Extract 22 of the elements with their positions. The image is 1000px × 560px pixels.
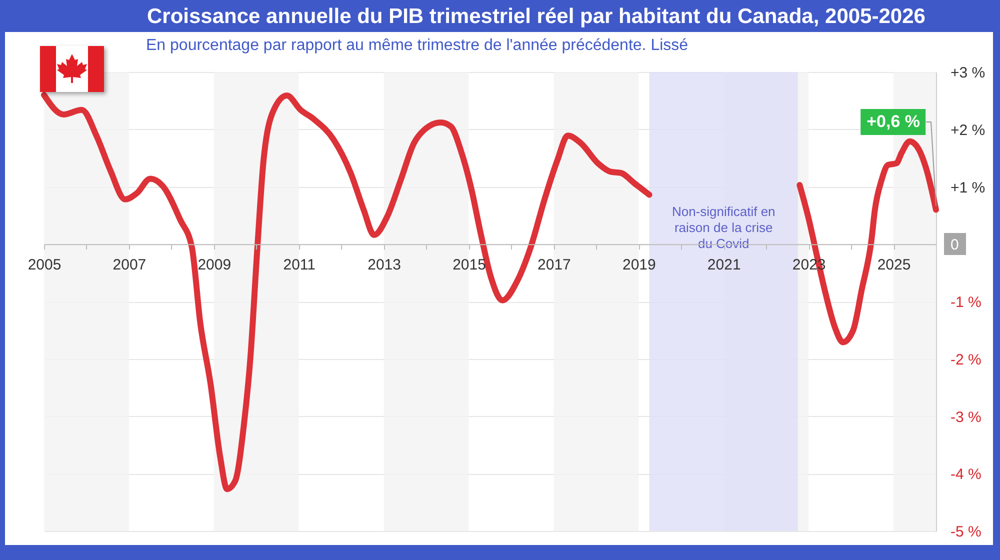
x-tick-label: 2007 (112, 256, 146, 274)
x-tick-label: 2019 (622, 256, 656, 274)
y-tick-label: -3 % (950, 408, 982, 426)
y-tick-label: +1 % (950, 179, 986, 196)
y-tick-label: +3 % (950, 64, 986, 82)
y-tick-label: 0 (950, 236, 959, 254)
x-tick-label: 2011 (283, 256, 316, 274)
x-tick-label: 2021 (707, 256, 741, 274)
x-tick-label: 2015 (452, 256, 486, 274)
y-tick-label: -2 % (950, 351, 982, 368)
x-tick-label: 2017 (538, 256, 571, 274)
y-tick-label: +2 % (950, 122, 986, 139)
y-tick-label: -1 % (950, 294, 982, 311)
x-tick-label: 2013 (368, 256, 401, 274)
x-tick-label: 2005 (28, 256, 62, 274)
y-tick-label: -5 % (950, 524, 982, 540)
x-tick-label: 2025 (877, 256, 911, 274)
chart-title: Croissance annuelle du PIB trimestriel réel par habitant du Canada, 2005-2026 (147, 5, 926, 29)
x-tick-label: 2009 (198, 256, 232, 274)
y-tick-label: -4 % (950, 466, 982, 484)
chart-subtitle: En pourcentage par rapport au même trimestre de l'année précédente. Lissé (146, 37, 688, 55)
annotation: +0,6 % (860, 108, 926, 135)
